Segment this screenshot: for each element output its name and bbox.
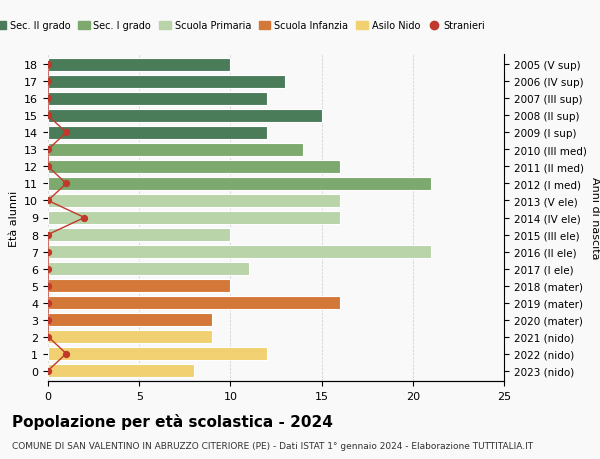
- Y-axis label: Anni di nascita: Anni di nascita: [590, 177, 600, 259]
- Point: [43, 62, 53, 69]
- Point: [43, 231, 53, 239]
- Point: [43, 265, 53, 273]
- Point: [43, 367, 53, 375]
- Point: [43, 299, 53, 307]
- Bar: [48, 93, 267, 106]
- Point: [43, 316, 53, 324]
- Point: [43, 282, 53, 290]
- Point: [43, 78, 53, 86]
- Bar: [48, 144, 304, 157]
- Point: [43, 333, 53, 341]
- Point: [43, 112, 53, 120]
- Bar: [48, 330, 212, 343]
- Bar: [48, 297, 340, 309]
- Point: [43, 248, 53, 256]
- Bar: [48, 280, 230, 292]
- Point: [43, 197, 53, 205]
- Bar: [48, 161, 340, 174]
- Point: [43, 163, 53, 171]
- Point: [80, 214, 89, 222]
- Text: COMUNE DI SAN VALENTINO IN ABRUZZO CITERIORE (PE) - Dati ISTAT 1° gennaio 2024 -: COMUNE DI SAN VALENTINO IN ABRUZZO CITER…: [12, 441, 533, 450]
- Legend: Sec. II grado, Sec. I grado, Scuola Primaria, Scuola Infanzia, Asilo Nido, Stran: Sec. II grado, Sec. I grado, Scuola Prim…: [0, 17, 489, 35]
- Bar: [48, 59, 230, 72]
- Point: [43, 146, 53, 154]
- Bar: [48, 347, 267, 360]
- Bar: [48, 127, 267, 140]
- Bar: [48, 76, 285, 89]
- Bar: [48, 246, 431, 258]
- Bar: [48, 229, 230, 241]
- Point: [43, 95, 53, 103]
- Bar: [48, 364, 194, 377]
- Bar: [48, 178, 431, 190]
- Bar: [48, 195, 340, 207]
- Y-axis label: Età alunni: Età alunni: [8, 190, 19, 246]
- Bar: [48, 263, 248, 275]
- Point: [61, 180, 71, 188]
- Text: Popolazione per età scolastica - 2024: Popolazione per età scolastica - 2024: [12, 413, 333, 429]
- Bar: [48, 212, 340, 224]
- Point: [61, 129, 71, 137]
- Point: [61, 350, 71, 358]
- Bar: [48, 313, 212, 326]
- Bar: [48, 110, 322, 123]
